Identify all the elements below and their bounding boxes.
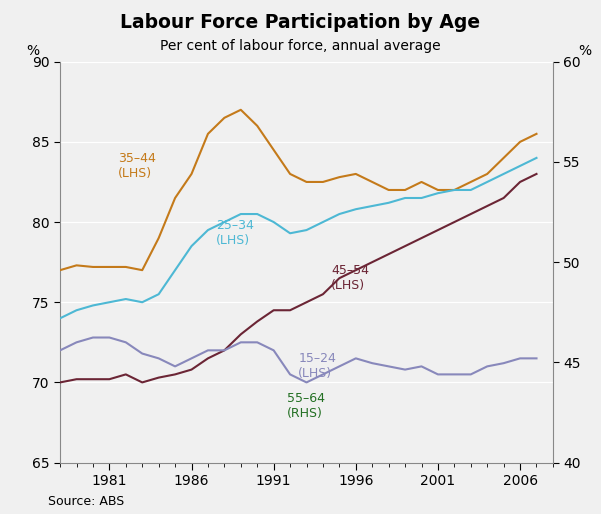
Text: 45–54
(LHS): 45–54 (LHS) xyxy=(331,264,369,292)
Text: 35–44
(LHS): 35–44 (LHS) xyxy=(118,152,156,180)
Text: %: % xyxy=(578,44,591,58)
Text: Per cent of labour force, annual average: Per cent of labour force, annual average xyxy=(160,39,441,52)
Text: 15–24
(LHS): 15–24 (LHS) xyxy=(298,353,336,380)
Text: Source: ABS: Source: ABS xyxy=(48,495,124,508)
Text: Labour Force Participation by Age: Labour Force Participation by Age xyxy=(120,13,481,32)
Text: 25–34
(LHS): 25–34 (LHS) xyxy=(216,219,254,247)
Text: %: % xyxy=(26,44,40,58)
Text: 55–64
(RHS): 55–64 (RHS) xyxy=(287,393,325,420)
